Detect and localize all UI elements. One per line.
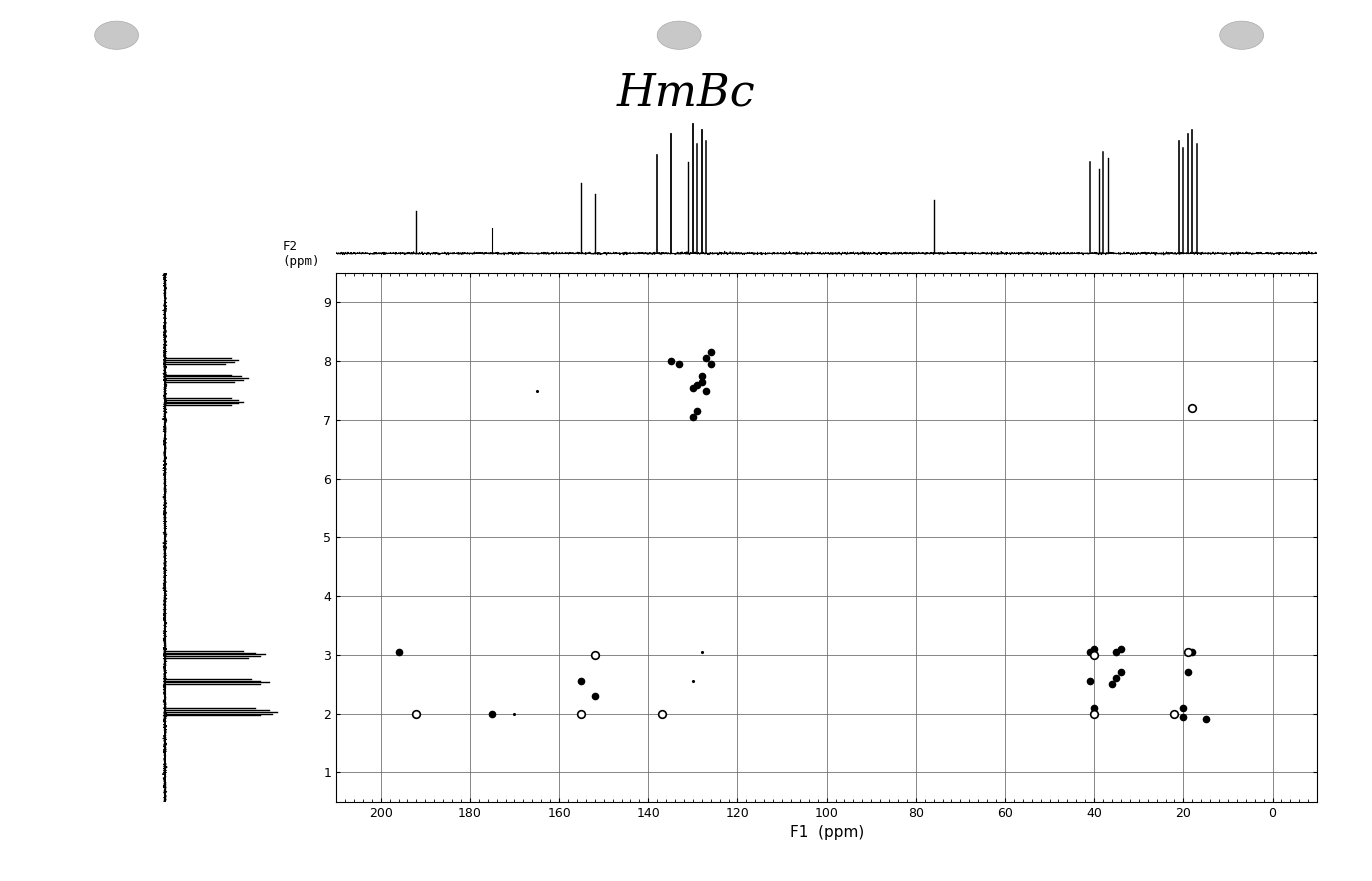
X-axis label: F1  (ppm): F1 (ppm) bbox=[789, 825, 864, 840]
Text: HmBc: HmBc bbox=[616, 70, 756, 115]
Text: F2
(ppm): F2 (ppm) bbox=[283, 240, 320, 268]
